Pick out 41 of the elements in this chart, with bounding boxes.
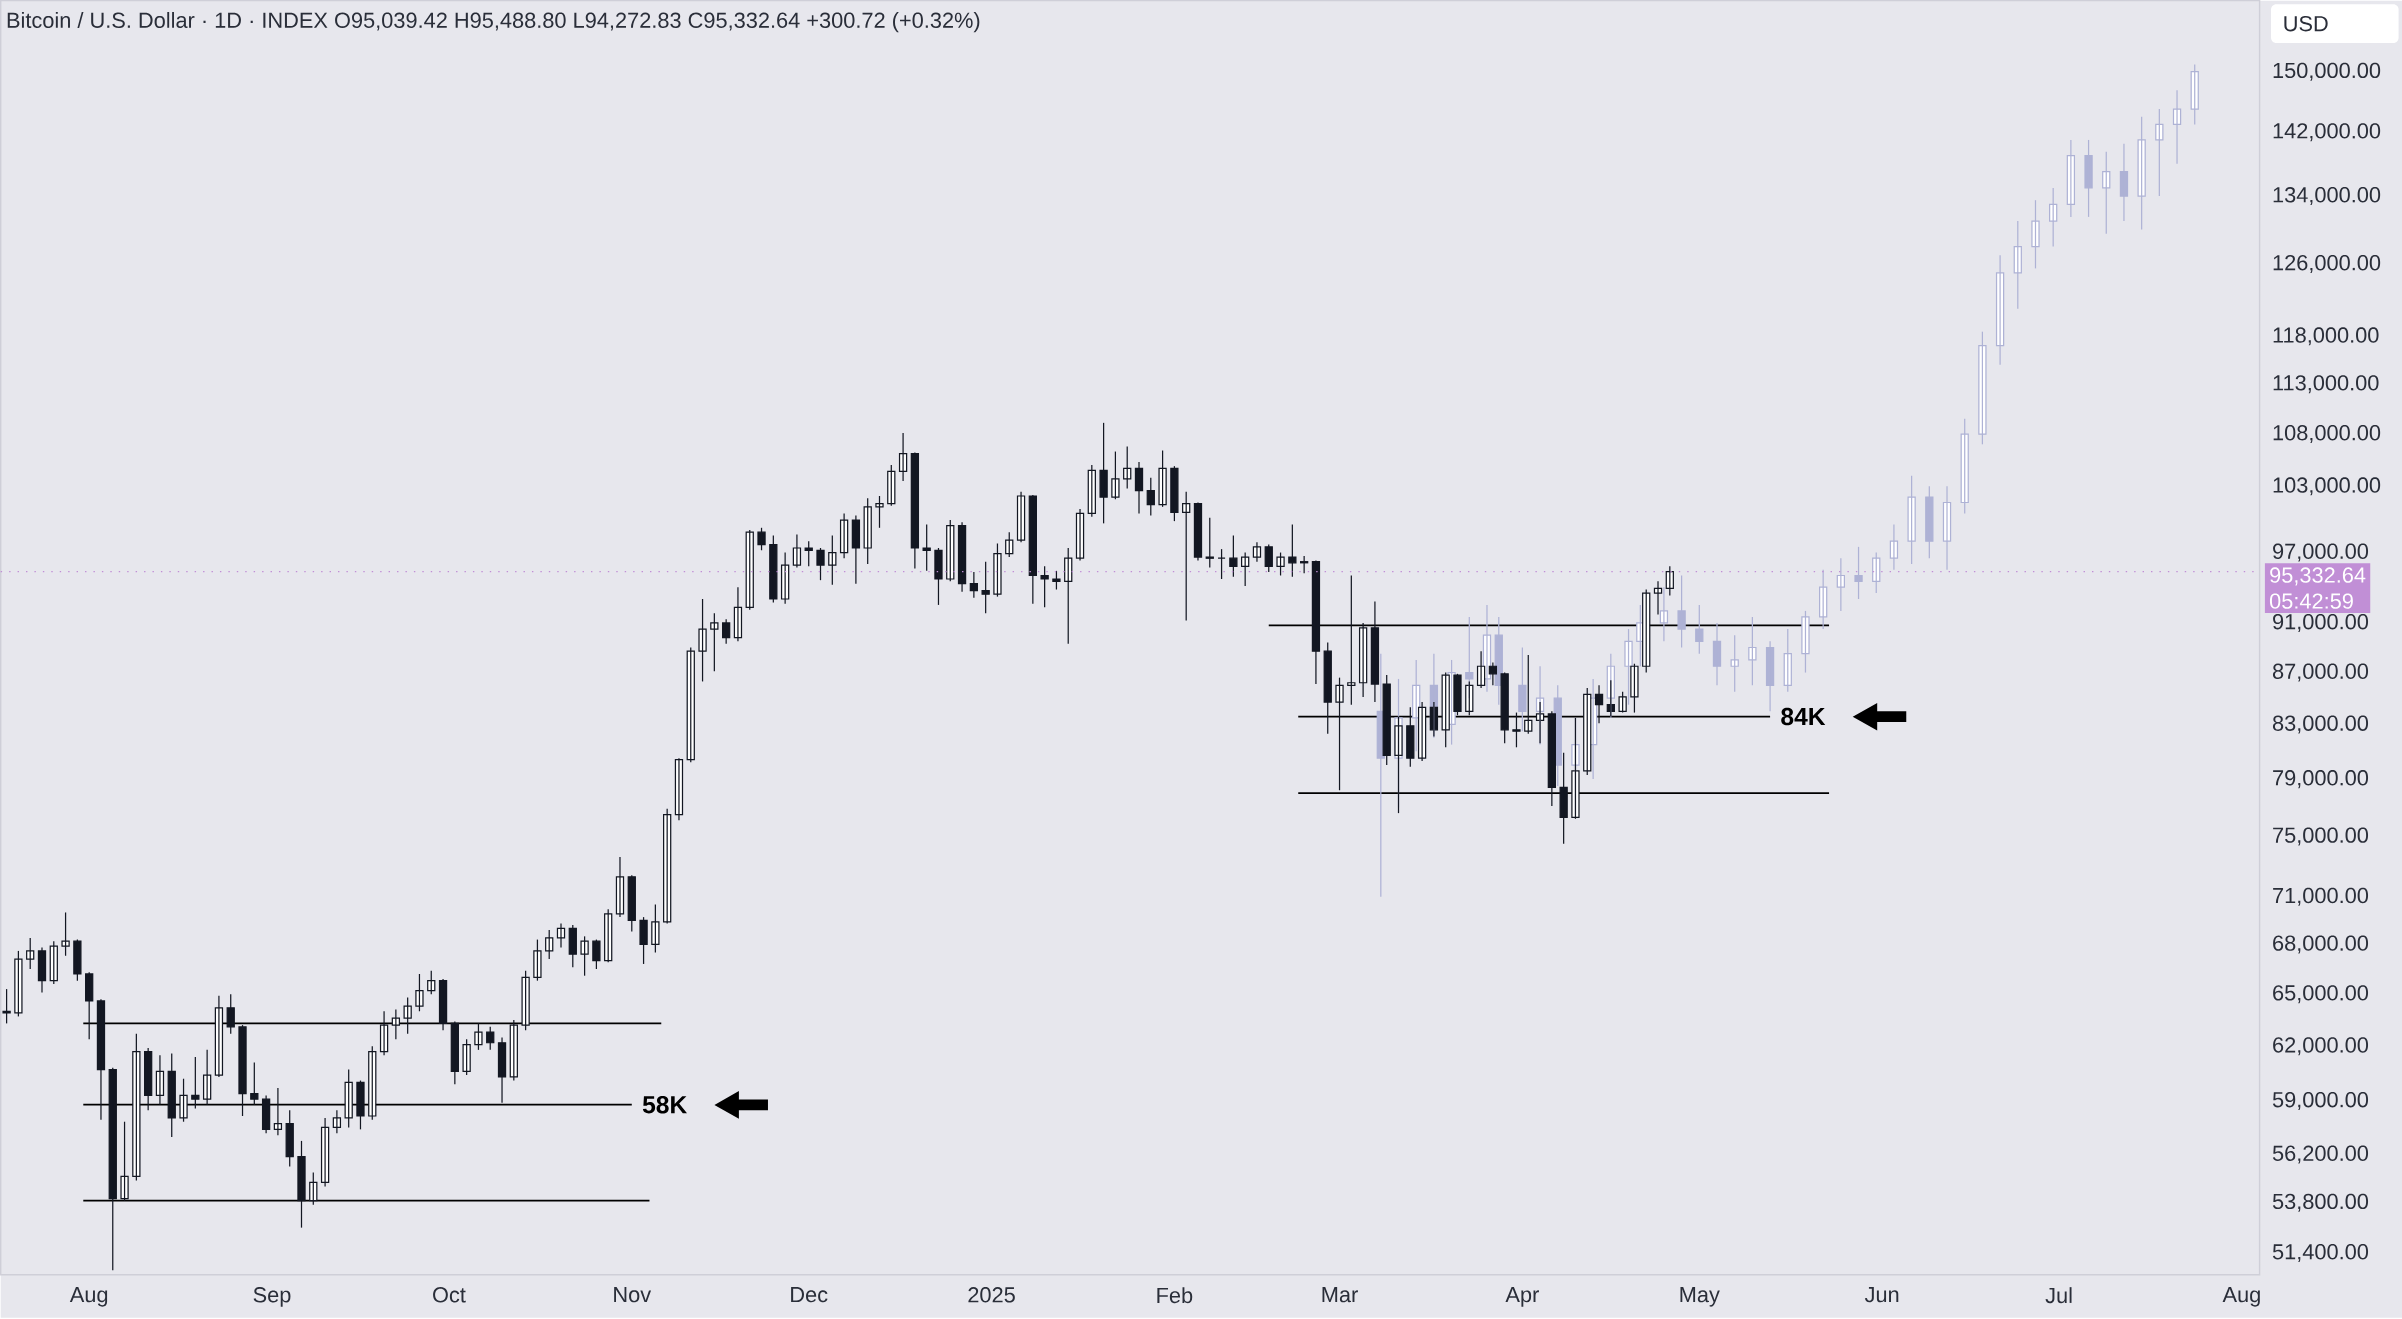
x-tick-label: Dec	[791, 1287, 828, 1303]
y-tick-label: 56,200.00	[2272, 1145, 2369, 1164]
x-tick-label: May	[1680, 1287, 1720, 1307]
y-tick-label: 71,000.00	[2273, 887, 2369, 906]
x-tick-label: Jul	[2045, 1287, 2072, 1304]
y-tick-label: 75,000.00	[2273, 827, 2369, 846]
x-tick-label: Jun	[1864, 1287, 1899, 1303]
y-tick-label: 126,000.00	[2273, 255, 2381, 274]
y-tick-label: 59,000.00	[2272, 1092, 2369, 1111]
x-tick-label: Nov	[614, 1287, 652, 1303]
x-tick-label: 2025	[968, 1287, 1015, 1303]
y-tick-label: 83,000.00	[2272, 715, 2369, 734]
chart-title: Bitcoin / U.S. Dollar · 1D · INDEX O95,039.42 H95,488.80 L94,272.83 C95,332.64 +300.72 (+0.32%)	[7, 12, 980, 33]
x-tick-label: Aug	[2222, 1287, 2260, 1307]
y-tick-label: 79,000.00	[2273, 770, 2369, 789]
y-tick-label: 150,000.00	[2273, 62, 2381, 81]
y-axis-title: USD	[2284, 16, 2328, 32]
y-tick-label: 51,400.00	[2272, 1244, 2369, 1263]
ref-line-label: 95,332.64	[2270, 567, 2366, 586]
y-tick-label: 142,000.00	[2273, 123, 2381, 142]
y-tick-label: 87,000.00	[2272, 663, 2369, 682]
y-tick-label: 97,000.00	[2273, 543, 2369, 562]
x-tick-label: Oct	[433, 1287, 466, 1303]
text: 05:42:59	[2269, 593, 2353, 609]
y-tick-label: 65,000.00	[2273, 985, 2369, 1004]
x-tick-label: Apr	[1505, 1287, 1539, 1307]
y-tick-label: 62,000.00	[2273, 1037, 2369, 1056]
y-tick-label: 134,000.00	[2273, 187, 2381, 206]
y-tick-label: 68,000.00	[2273, 935, 2369, 954]
y-tick-label: 103,000.00	[2273, 477, 2381, 496]
y-tick-label: 118,000.00	[2273, 327, 2379, 346]
y-tick-label: 53,800.00	[2272, 1193, 2369, 1212]
annotation: 58K	[642, 1096, 687, 1114]
y-tick-label: 108,000.00	[2273, 425, 2381, 444]
y-tick-label: 91,000.00	[2273, 614, 2369, 633]
x-tick-label: Sep	[253, 1287, 291, 1307]
x-tick-label: Aug	[69, 1287, 108, 1307]
x-tick-label: Feb	[1157, 1287, 1193, 1304]
x-tick-label: Mar	[1322, 1287, 1358, 1303]
annotation: 84K	[1781, 707, 1826, 726]
y-tick-label: 113,000.00	[2273, 375, 2379, 394]
